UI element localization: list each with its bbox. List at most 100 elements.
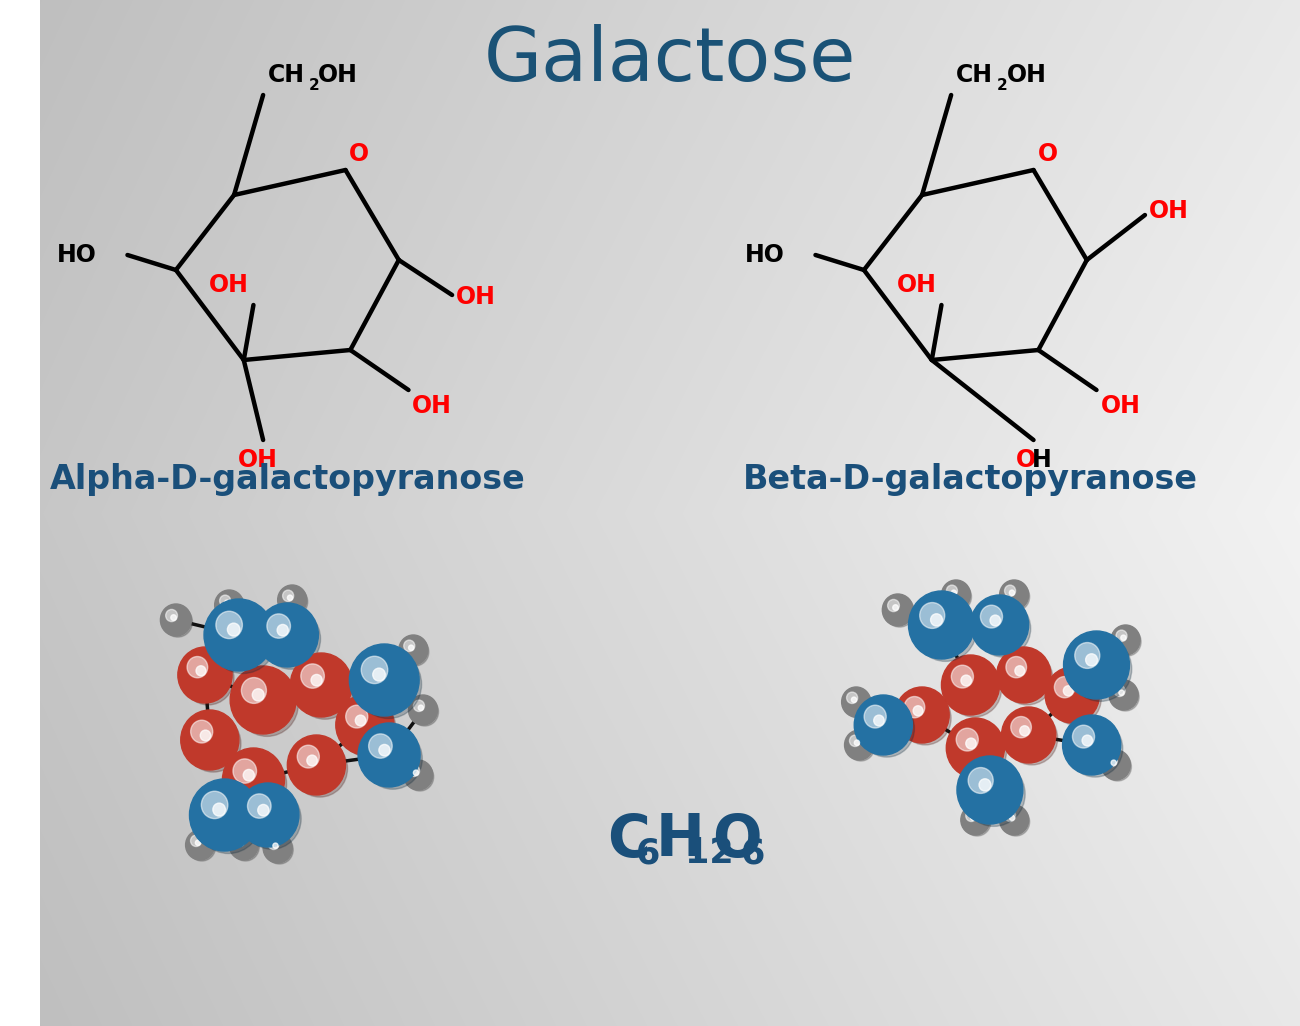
- Circle shape: [885, 597, 914, 627]
- Circle shape: [1000, 580, 1028, 610]
- Circle shape: [1054, 676, 1075, 698]
- Circle shape: [364, 728, 423, 789]
- Circle shape: [931, 614, 942, 626]
- Circle shape: [957, 728, 979, 751]
- Text: CH: CH: [956, 63, 993, 87]
- Circle shape: [298, 745, 320, 768]
- Circle shape: [1112, 625, 1140, 655]
- Circle shape: [187, 657, 208, 678]
- Circle shape: [229, 830, 259, 860]
- Circle shape: [975, 600, 1031, 657]
- Circle shape: [1106, 755, 1117, 766]
- Text: 2: 2: [997, 78, 1008, 93]
- Circle shape: [355, 650, 421, 718]
- Circle shape: [350, 644, 419, 716]
- Circle shape: [913, 706, 923, 716]
- Circle shape: [287, 735, 346, 795]
- Text: OH: OH: [1006, 63, 1046, 87]
- Circle shape: [341, 700, 396, 757]
- Circle shape: [849, 735, 861, 747]
- Circle shape: [1001, 707, 1056, 763]
- Circle shape: [256, 603, 318, 667]
- Circle shape: [195, 840, 200, 845]
- Text: OH: OH: [209, 273, 248, 297]
- Circle shape: [859, 700, 914, 757]
- Circle shape: [191, 720, 213, 743]
- Text: Galactose: Galactose: [484, 24, 857, 96]
- Circle shape: [220, 595, 230, 606]
- Text: O: O: [712, 812, 762, 868]
- Circle shape: [214, 590, 243, 620]
- Circle shape: [190, 779, 259, 851]
- Circle shape: [355, 715, 365, 726]
- Circle shape: [952, 665, 974, 688]
- Text: H: H: [655, 812, 705, 868]
- Circle shape: [1000, 805, 1028, 835]
- Circle shape: [404, 640, 415, 652]
- Circle shape: [1104, 752, 1131, 781]
- Circle shape: [242, 788, 302, 850]
- Circle shape: [961, 675, 971, 686]
- Circle shape: [300, 664, 325, 688]
- Circle shape: [1075, 642, 1100, 668]
- Circle shape: [287, 595, 292, 600]
- Circle shape: [231, 832, 259, 861]
- Circle shape: [234, 835, 246, 846]
- Circle shape: [1002, 583, 1030, 611]
- Circle shape: [1114, 685, 1124, 697]
- Circle shape: [235, 672, 299, 737]
- Circle shape: [378, 745, 390, 756]
- Circle shape: [273, 843, 278, 849]
- Circle shape: [946, 660, 1001, 717]
- Text: O: O: [350, 142, 369, 166]
- Circle shape: [263, 833, 292, 863]
- Circle shape: [952, 723, 1006, 780]
- Text: CH: CH: [268, 63, 306, 87]
- Circle shape: [893, 604, 898, 610]
- Circle shape: [165, 609, 178, 622]
- Circle shape: [261, 608, 321, 669]
- Circle shape: [944, 583, 971, 611]
- Circle shape: [1063, 631, 1130, 699]
- Circle shape: [1121, 635, 1126, 640]
- Circle shape: [292, 740, 347, 797]
- Circle shape: [845, 731, 874, 760]
- Text: Alpha-D-galactopyranose: Alpha-D-galactopyranose: [49, 464, 525, 497]
- Circle shape: [1114, 628, 1141, 656]
- Circle shape: [277, 625, 289, 636]
- Text: OH: OH: [456, 285, 495, 309]
- Circle shape: [266, 614, 290, 638]
- Circle shape: [178, 647, 233, 703]
- Text: C: C: [607, 812, 650, 868]
- Circle shape: [222, 748, 285, 812]
- Circle shape: [962, 761, 1026, 826]
- Circle shape: [1005, 811, 1015, 822]
- Circle shape: [1063, 685, 1072, 696]
- Circle shape: [209, 605, 276, 673]
- Circle shape: [1045, 667, 1100, 723]
- Circle shape: [243, 770, 255, 781]
- Text: OH: OH: [1100, 394, 1140, 418]
- Text: 6: 6: [741, 836, 766, 870]
- Circle shape: [900, 692, 952, 745]
- Circle shape: [411, 698, 438, 726]
- Text: OH: OH: [897, 273, 936, 297]
- Circle shape: [841, 687, 871, 717]
- Circle shape: [919, 602, 945, 628]
- Circle shape: [946, 585, 957, 596]
- Circle shape: [413, 771, 419, 776]
- Text: OH: OH: [238, 448, 278, 472]
- Circle shape: [864, 705, 887, 728]
- Text: Beta-D-galactopyranose: Beta-D-galactopyranose: [744, 464, 1199, 497]
- Circle shape: [280, 588, 308, 616]
- Text: O: O: [1037, 142, 1057, 166]
- Circle shape: [1062, 715, 1121, 775]
- Circle shape: [1109, 680, 1139, 710]
- Circle shape: [966, 811, 976, 822]
- Circle shape: [239, 840, 244, 845]
- Circle shape: [1086, 654, 1097, 666]
- Circle shape: [170, 615, 177, 621]
- Text: 12: 12: [685, 836, 733, 870]
- Circle shape: [216, 611, 242, 638]
- Circle shape: [181, 710, 239, 770]
